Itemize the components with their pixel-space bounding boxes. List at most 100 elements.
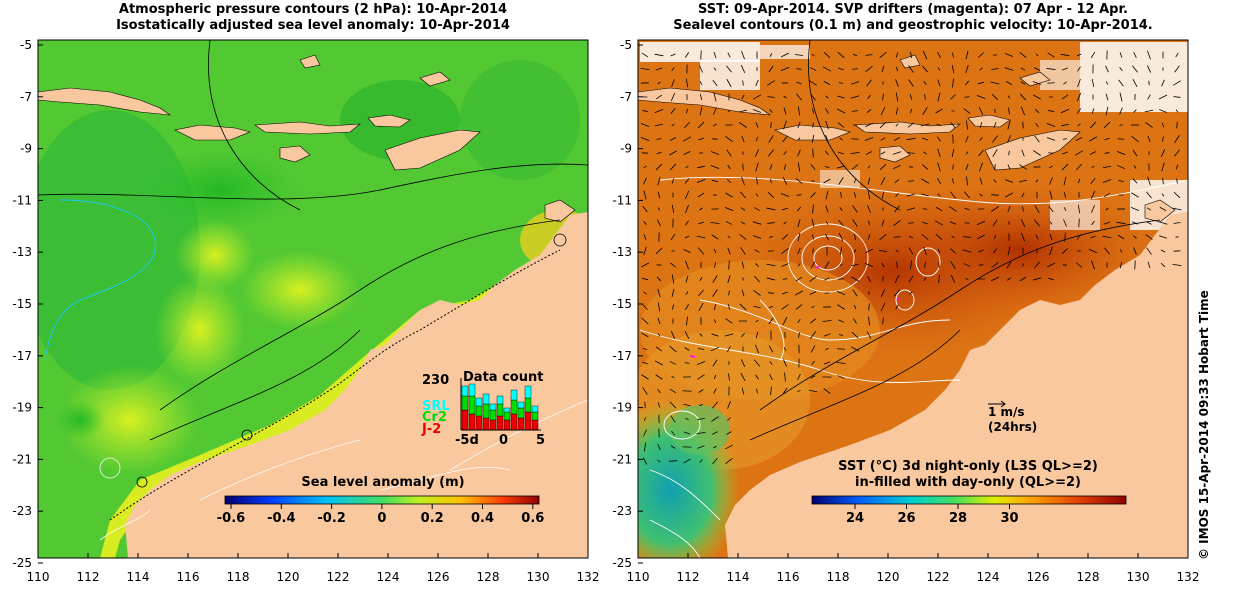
sst-colorbar-ticks: 24 26 28 30 [846, 504, 1019, 526]
sst-colorbar-tick-label: 24 [846, 511, 864, 526]
left-sla-patch [240, 250, 360, 330]
velocity-scale-time: (24hrs) [988, 420, 1037, 434]
x-tick-label: 116 [177, 570, 200, 584]
x-tick-label: 128 [1077, 570, 1100, 584]
y-tick-label: -21 [612, 452, 632, 466]
left-dotted-coast [109, 249, 561, 521]
left-station-marker [136, 476, 148, 488]
data-count-ymax: 230 [422, 373, 449, 388]
svp-drifters [689, 265, 901, 358]
x-tick-label: 126 [1027, 570, 1050, 584]
y-tick-label: -11 [612, 193, 632, 207]
data-count-bar [468, 413, 476, 431]
data-count-bar [496, 395, 504, 405]
x-tick-label: 114 [127, 570, 150, 584]
left-panel-title: Atmospheric pressure contours (2 hPa): 1… [38, 2, 588, 34]
data-count-bar [517, 401, 525, 409]
data-count-bar [461, 409, 469, 431]
left-pressure-contours [38, 40, 588, 441]
sla-colorbar-tick-label: 0.2 [421, 511, 444, 526]
x-tick-label: 126 [427, 570, 450, 584]
data-count-bar [489, 409, 497, 421]
left-cyan-contour [44, 199, 156, 361]
right-map-frame [637, 39, 1189, 559]
right-sst-cool-patch [670, 405, 730, 455]
velocity-scale: 1 m/s (24hrs) [988, 400, 1037, 434]
data-count-xtick: 5 [536, 433, 545, 448]
x-tick-label: 124 [977, 570, 1000, 584]
data-count-inset: Data count 230 SRL Cr2 J-2 -5d 0 5 [421, 370, 545, 448]
data-count-bar [503, 407, 511, 413]
data-count-bar [510, 399, 518, 415]
x-tick-label: 128 [477, 570, 500, 584]
data-count-bar [517, 417, 525, 431]
left-sla-patch [55, 400, 105, 440]
left-islands [38, 54, 576, 223]
data-count-title: Data count [463, 370, 543, 385]
right-sealevel-contours [639, 176, 1188, 558]
y-tick-label: -15 [612, 297, 632, 311]
y-tick-label: -17 [612, 349, 632, 363]
right-islands [638, 54, 1176, 223]
x-tick-label: 112 [77, 570, 100, 584]
right-title-line1: SST: 09-Apr-2014. SVP drifters (magenta)… [698, 2, 1128, 17]
data-count-bar [510, 389, 518, 401]
left-sla-patch [460, 60, 580, 180]
data-count-bar [475, 397, 483, 407]
x-tick-label: 116 [777, 570, 800, 584]
x-tick-label: 130 [527, 570, 550, 584]
right-title-line2: Sealevel contours (0.1 m) and geostrophi… [673, 18, 1153, 33]
data-count-bar [531, 411, 539, 421]
sla-colorbar-ticks: -0.6 -0.4 -0.2 0 0.2 0.4 0.6 [217, 504, 544, 526]
data-count-bar [531, 405, 539, 413]
sst-colorbar: SST (°C) 3d night-only (L3S QL>=2) in-fi… [811, 459, 1127, 526]
y-tick-label: -7 [620, 90, 632, 104]
left-sla-patch [60, 365, 200, 475]
sla-colorbar-title: Sea level anomaly (m) [301, 475, 464, 490]
left-map [38, 40, 588, 558]
series-label-j2: J-2 [421, 422, 441, 437]
y-tick-label: -19 [612, 401, 632, 415]
y-tick-label: -11 [12, 193, 32, 207]
x-tick-label: 122 [927, 570, 950, 584]
data-count-bar [517, 407, 525, 419]
x-tick-label: 132 [577, 570, 600, 584]
series-label-cr2: Cr2 [422, 410, 447, 425]
x-tick-label: 132 [1177, 570, 1200, 584]
sst-colorbar-tick-label: 30 [1000, 511, 1018, 526]
data-count-bar [531, 419, 539, 431]
y-tick-label: -9 [620, 142, 632, 156]
y-tick-label: -17 [12, 349, 32, 363]
y-tick-label: -19 [12, 401, 32, 415]
right-panel-title: SST: 09-Apr-2014. SVP drifters (magenta)… [638, 2, 1188, 34]
x-tick-label: 118 [227, 570, 250, 584]
data-count-bar [496, 415, 504, 431]
y-tick-label: -9 [20, 142, 32, 156]
data-count-bar [524, 411, 532, 431]
sst-colorbar-title-line2: in-filled with day-only (QL>=2) [855, 475, 1081, 490]
x-tick-label: 110 [627, 570, 650, 584]
right-cloud-gaps [640, 42, 1188, 230]
y-tick-label: -15 [12, 297, 32, 311]
data-count-bar [510, 413, 518, 431]
x-tick-label: 110 [27, 570, 50, 584]
y-tick-label: -21 [12, 452, 32, 466]
sst-colorbar-title-line1: SST (°C) 3d night-only (L3S QL>=2) [838, 459, 1098, 474]
left-sla-patch [175, 220, 255, 290]
right-australia-land [725, 212, 1188, 558]
sla-colorbar-gradient [224, 495, 540, 505]
data-count-bar [503, 411, 511, 421]
left-white-contours [99, 399, 588, 541]
left-title-line1: Atmospheric pressure contours (2 hPa): 1… [118, 2, 508, 17]
left-map-frame [37, 39, 589, 559]
y-tick-label: -13 [612, 245, 632, 259]
x-tick-label: 112 [677, 570, 700, 584]
data-count-bars [461, 383, 539, 431]
x-tick-label: 122 [327, 570, 350, 584]
left-australia-land [125, 212, 588, 558]
x-tick-label: 120 [277, 570, 300, 584]
data-count-bar [482, 393, 490, 405]
data-count-bar [524, 385, 532, 399]
sla-colorbar-tick-label: 0 [377, 511, 386, 526]
